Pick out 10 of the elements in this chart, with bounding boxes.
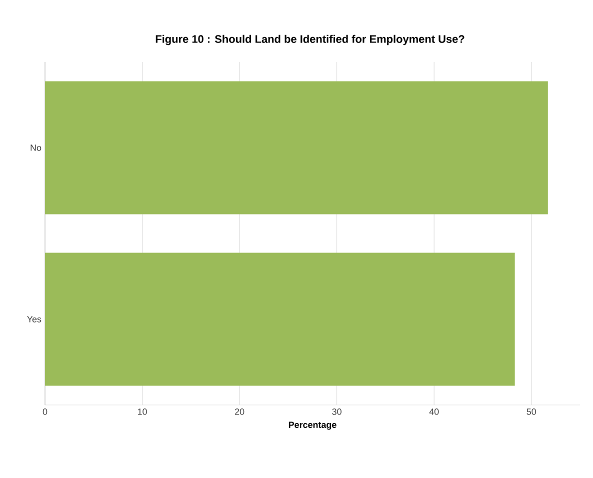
chart-title: Figure 10 : Should Land be Identified for Employment Use? — [156, 34, 464, 46]
x-tick-label: 0 — [42, 408, 48, 415]
x-tick-label: 50 — [526, 408, 536, 415]
x-tick-label: 20 — [235, 408, 244, 415]
y-tick-label: No — [30, 144, 42, 151]
y-tick-label: Yes — [27, 316, 42, 322]
x-tick-label: 10 — [138, 408, 147, 415]
x-tick-label: 30 — [332, 408, 342, 415]
x-tick-label: 40 — [429, 408, 439, 415]
x-axis-title: Percentage — [288, 422, 336, 430]
